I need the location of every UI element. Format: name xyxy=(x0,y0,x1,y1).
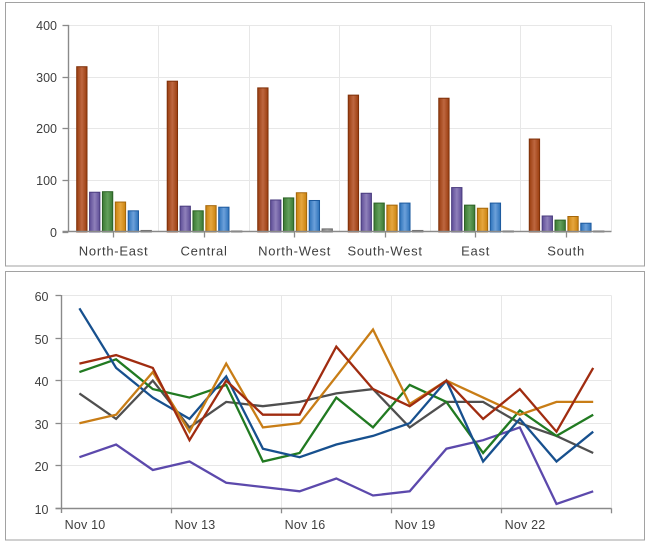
svg-text:North-East: North-East xyxy=(79,244,149,259)
svg-text:50: 50 xyxy=(35,333,49,347)
svg-text:Nov 13: Nov 13 xyxy=(175,518,216,532)
svg-text:South-West: South-West xyxy=(348,244,423,259)
svg-text:Central: Central xyxy=(181,244,228,259)
svg-text:200: 200 xyxy=(36,122,57,136)
svg-text:South: South xyxy=(547,244,585,259)
svg-text:Nov 16: Nov 16 xyxy=(285,518,326,532)
svg-text:Nov 22: Nov 22 xyxy=(505,518,546,532)
svg-text:Nov 10: Nov 10 xyxy=(65,518,106,532)
svg-text:East: East xyxy=(461,244,490,259)
svg-text:30: 30 xyxy=(35,418,49,432)
svg-text:40: 40 xyxy=(35,375,49,389)
svg-text:Nov 19: Nov 19 xyxy=(395,518,436,532)
svg-text:300: 300 xyxy=(36,71,57,85)
svg-text:100: 100 xyxy=(36,174,57,188)
svg-text:400: 400 xyxy=(36,19,57,33)
svg-text:60: 60 xyxy=(35,290,49,304)
svg-text:20: 20 xyxy=(35,460,49,474)
svg-text:10: 10 xyxy=(35,503,49,517)
svg-text:0: 0 xyxy=(50,226,57,240)
svg-text:North-West: North-West xyxy=(258,244,331,259)
